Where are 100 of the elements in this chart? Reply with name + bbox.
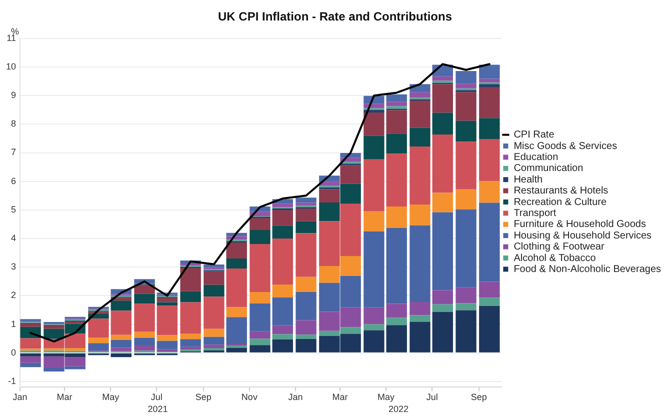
bar	[272, 325, 293, 334]
bar	[180, 268, 201, 292]
x-tick-label: Jul	[426, 392, 438, 402]
text: 2022	[388, 404, 408, 414]
bar	[296, 334, 316, 339]
bar	[479, 78, 500, 82]
bar	[226, 348, 247, 352]
bar	[296, 292, 316, 320]
x-tick-label: Mar	[56, 392, 72, 402]
legend-label: Communication	[514, 163, 584, 174]
bar	[204, 296, 224, 329]
bar	[110, 353, 132, 358]
bar	[479, 181, 500, 203]
bar	[88, 343, 109, 351]
bar	[272, 210, 293, 226]
bar	[250, 345, 270, 352]
bar	[250, 218, 270, 230]
x-tick-label: Sep	[195, 392, 212, 402]
bar	[479, 64, 500, 79]
y-tick-label: 1	[10, 318, 16, 329]
bar	[226, 258, 247, 269]
bar	[204, 284, 224, 297]
bar	[479, 298, 500, 306]
bar	[432, 212, 453, 290]
bar	[410, 100, 430, 128]
bar	[250, 303, 270, 332]
y-tick-label: 3	[10, 262, 16, 272]
bar	[272, 238, 293, 285]
bar	[296, 208, 316, 222]
legend-label: Health	[514, 174, 543, 186]
bar	[272, 297, 293, 326]
bar	[250, 331, 270, 339]
bar	[479, 118, 500, 140]
bar	[250, 244, 270, 292]
bar	[456, 120, 476, 142]
bar	[410, 322, 430, 352]
bar	[272, 226, 293, 239]
x-tick-label: Mar	[332, 392, 348, 402]
bar	[110, 300, 132, 311]
legend-label: Clothing & Footwear	[514, 242, 605, 253]
bar	[410, 315, 430, 322]
bar	[250, 292, 270, 304]
bar	[432, 290, 453, 304]
bar	[44, 326, 64, 329]
bar	[296, 233, 316, 277]
bar	[456, 142, 476, 190]
bar	[456, 287, 476, 304]
bar	[88, 337, 109, 344]
bar	[456, 303, 476, 310]
bar	[20, 362, 41, 368]
bar	[134, 331, 155, 338]
bar	[20, 356, 41, 363]
bar	[296, 221, 316, 234]
bar	[410, 204, 430, 226]
bar	[479, 306, 500, 352]
bar	[432, 304, 453, 312]
bar	[456, 310, 476, 352]
bar	[432, 192, 453, 212]
bar	[410, 302, 430, 316]
bar	[20, 353, 41, 356]
bar	[272, 334, 293, 340]
bar	[410, 225, 430, 302]
legend-label: Restaurants & Hotels	[514, 186, 608, 197]
bar	[110, 348, 132, 352]
bar	[110, 340, 132, 348]
text: 2021	[148, 404, 168, 414]
bar	[432, 134, 453, 193]
x-tick-label: Jan	[288, 392, 303, 402]
x-tick-label: May	[102, 392, 120, 402]
bar	[456, 209, 476, 288]
y-tick-label: 0	[10, 347, 16, 358]
bar	[479, 282, 500, 298]
y-tick-label: -1	[8, 376, 16, 386]
bar	[204, 271, 224, 285]
bar	[479, 87, 500, 118]
bar	[226, 242, 247, 259]
y-tick-label: 6	[10, 176, 16, 186]
bar	[272, 284, 293, 298]
bar	[432, 112, 453, 134]
bar	[456, 84, 476, 88]
x-tick-label: Nov	[241, 392, 258, 402]
bar	[156, 298, 178, 302]
legend-label: Recreation & Culture	[514, 196, 607, 208]
bar	[180, 339, 201, 347]
legend-label: Alcohol & Tobacco	[514, 252, 596, 264]
bar	[180, 291, 201, 302]
bar	[296, 198, 316, 203]
bar	[296, 320, 316, 335]
bar	[319, 182, 340, 186]
bar	[180, 302, 201, 334]
chart-title: UK CPI Inflation - Rate and Contributions	[218, 10, 452, 24]
bar	[134, 338, 155, 346]
legend-label: Transport	[514, 208, 556, 219]
bar	[134, 294, 155, 304]
bar	[432, 76, 453, 81]
bar	[20, 324, 41, 327]
bar	[20, 338, 41, 349]
bar	[432, 84, 453, 113]
bar	[296, 276, 316, 292]
legend-label: Housing & Household Services	[514, 230, 652, 242]
